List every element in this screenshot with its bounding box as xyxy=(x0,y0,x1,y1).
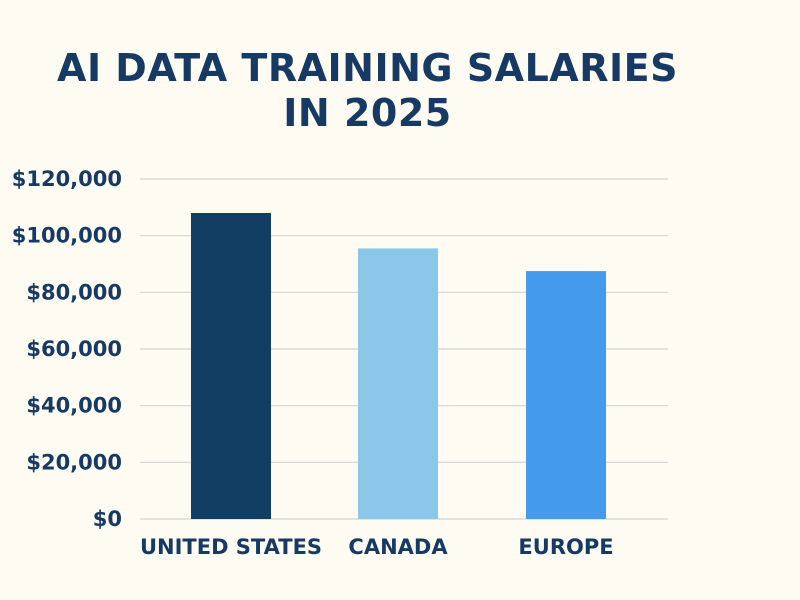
y-tick-label: $40,000 xyxy=(26,394,122,418)
bar-united-states xyxy=(191,213,271,519)
x-category-label: CANADA xyxy=(348,535,448,559)
bar-europe xyxy=(526,271,606,519)
y-tick-label: $60,000 xyxy=(26,337,122,361)
bar-canada xyxy=(358,248,438,519)
y-tick-label: $20,000 xyxy=(26,450,122,474)
x-category-label: UNITED STATES xyxy=(140,535,322,559)
chart-title-line-1: AI DATA TRAINING SALARIES xyxy=(57,46,678,90)
y-tick-label: $100,000 xyxy=(12,224,122,248)
chart-title-line-2: IN 2025 xyxy=(283,91,452,135)
y-tick-label: $120,000 xyxy=(12,167,122,191)
x-category-label: EUROPE xyxy=(518,535,613,559)
y-tick-label: $80,000 xyxy=(26,280,122,304)
bars xyxy=(191,213,606,519)
x-axis-category-labels: UNITED STATES CANADA EUROPE xyxy=(140,535,614,559)
y-axis-tick-labels: $0 $20,000 $40,000 $60,000 $80,000 $100,000 $1… xyxy=(12,167,122,531)
y-tick-label: $0 xyxy=(93,507,122,531)
